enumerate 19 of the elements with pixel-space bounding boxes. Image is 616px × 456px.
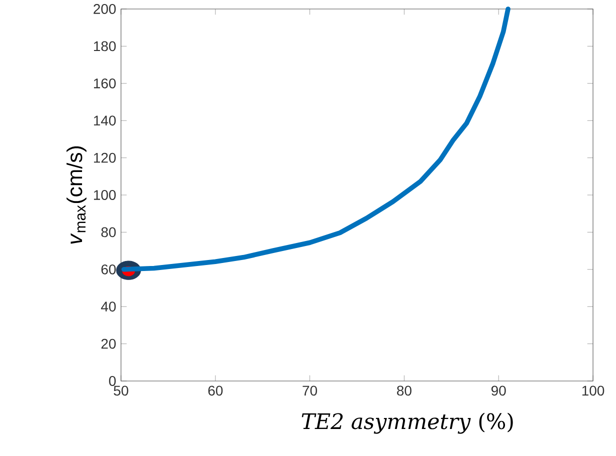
x-axis-title: TE2 asymmetry (%) [302, 412, 513, 434]
x-tick-label: 90 [491, 386, 506, 396]
y-tick-label: 40 [101, 302, 116, 312]
y-tick-label: 60 [101, 264, 116, 274]
y-axis-title: v$_{max}$(cm/s) [66, 146, 86, 244]
x-tick-label: 50 [114, 386, 128, 396]
y-tick-label: 20 [101, 338, 116, 349]
y-tick-label: 100 [94, 190, 116, 200]
y-tick-label: 160 [94, 78, 116, 88]
y-tick-label: 180 [94, 41, 116, 52]
x-tick-label: 70 [302, 386, 318, 396]
y-tick-label: 140 [94, 116, 116, 126]
y-tick-label: 200 [94, 4, 116, 14]
x-tick-label: 80 [397, 386, 412, 396]
x-tick-label: 100 [582, 386, 604, 396]
x-tick-label: 60 [208, 386, 223, 396]
y-tick-label: 0 [109, 376, 116, 386]
y-tick-label: 80 [101, 227, 116, 238]
y-tick-label: 120 [94, 152, 116, 163]
